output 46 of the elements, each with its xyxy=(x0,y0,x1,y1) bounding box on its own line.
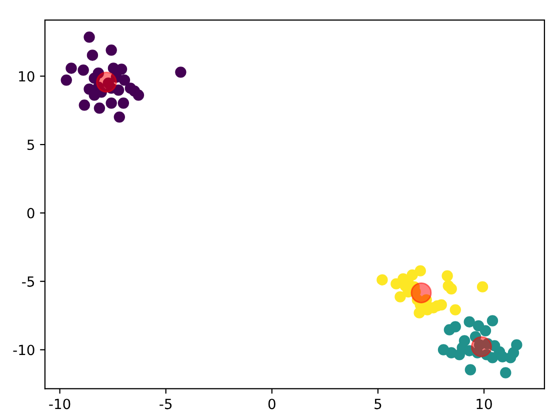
y-tick-label: 10 xyxy=(19,71,34,82)
point xyxy=(496,351,508,362)
x-tick-label: 5 xyxy=(374,398,382,410)
point xyxy=(106,44,117,56)
x-tick-label: 0 xyxy=(268,398,276,410)
point xyxy=(442,270,453,282)
point xyxy=(175,66,186,78)
point xyxy=(500,367,512,378)
x-tick-label: -5 xyxy=(160,398,172,410)
point xyxy=(464,316,475,328)
point xyxy=(118,97,130,109)
point xyxy=(450,304,461,316)
point xyxy=(420,294,432,306)
point xyxy=(114,111,126,123)
x-tick-label: 10 xyxy=(476,398,492,410)
point xyxy=(470,331,482,342)
point xyxy=(394,291,406,302)
point xyxy=(86,50,98,61)
point xyxy=(480,325,492,336)
point xyxy=(118,74,130,86)
point xyxy=(78,64,89,76)
point xyxy=(66,62,77,74)
point xyxy=(376,274,388,286)
point xyxy=(476,281,488,292)
y-tick-label: -10 xyxy=(13,344,34,356)
point xyxy=(486,352,498,364)
point xyxy=(414,265,426,276)
point xyxy=(446,283,457,294)
point xyxy=(486,315,498,326)
point xyxy=(406,269,418,281)
x-tick-label: -10 xyxy=(49,398,70,410)
y-tick-label: 0 xyxy=(27,208,34,218)
point xyxy=(88,72,100,84)
y-tick-label: 5 xyxy=(27,140,34,150)
point xyxy=(94,102,106,114)
point xyxy=(464,364,476,376)
point xyxy=(112,84,124,96)
point xyxy=(450,321,461,332)
point xyxy=(84,32,95,43)
point xyxy=(454,349,466,360)
point xyxy=(106,97,117,109)
point xyxy=(132,90,144,101)
point xyxy=(414,307,425,318)
point xyxy=(60,74,72,86)
y-tick-label: -5 xyxy=(22,276,34,287)
point xyxy=(78,100,90,111)
